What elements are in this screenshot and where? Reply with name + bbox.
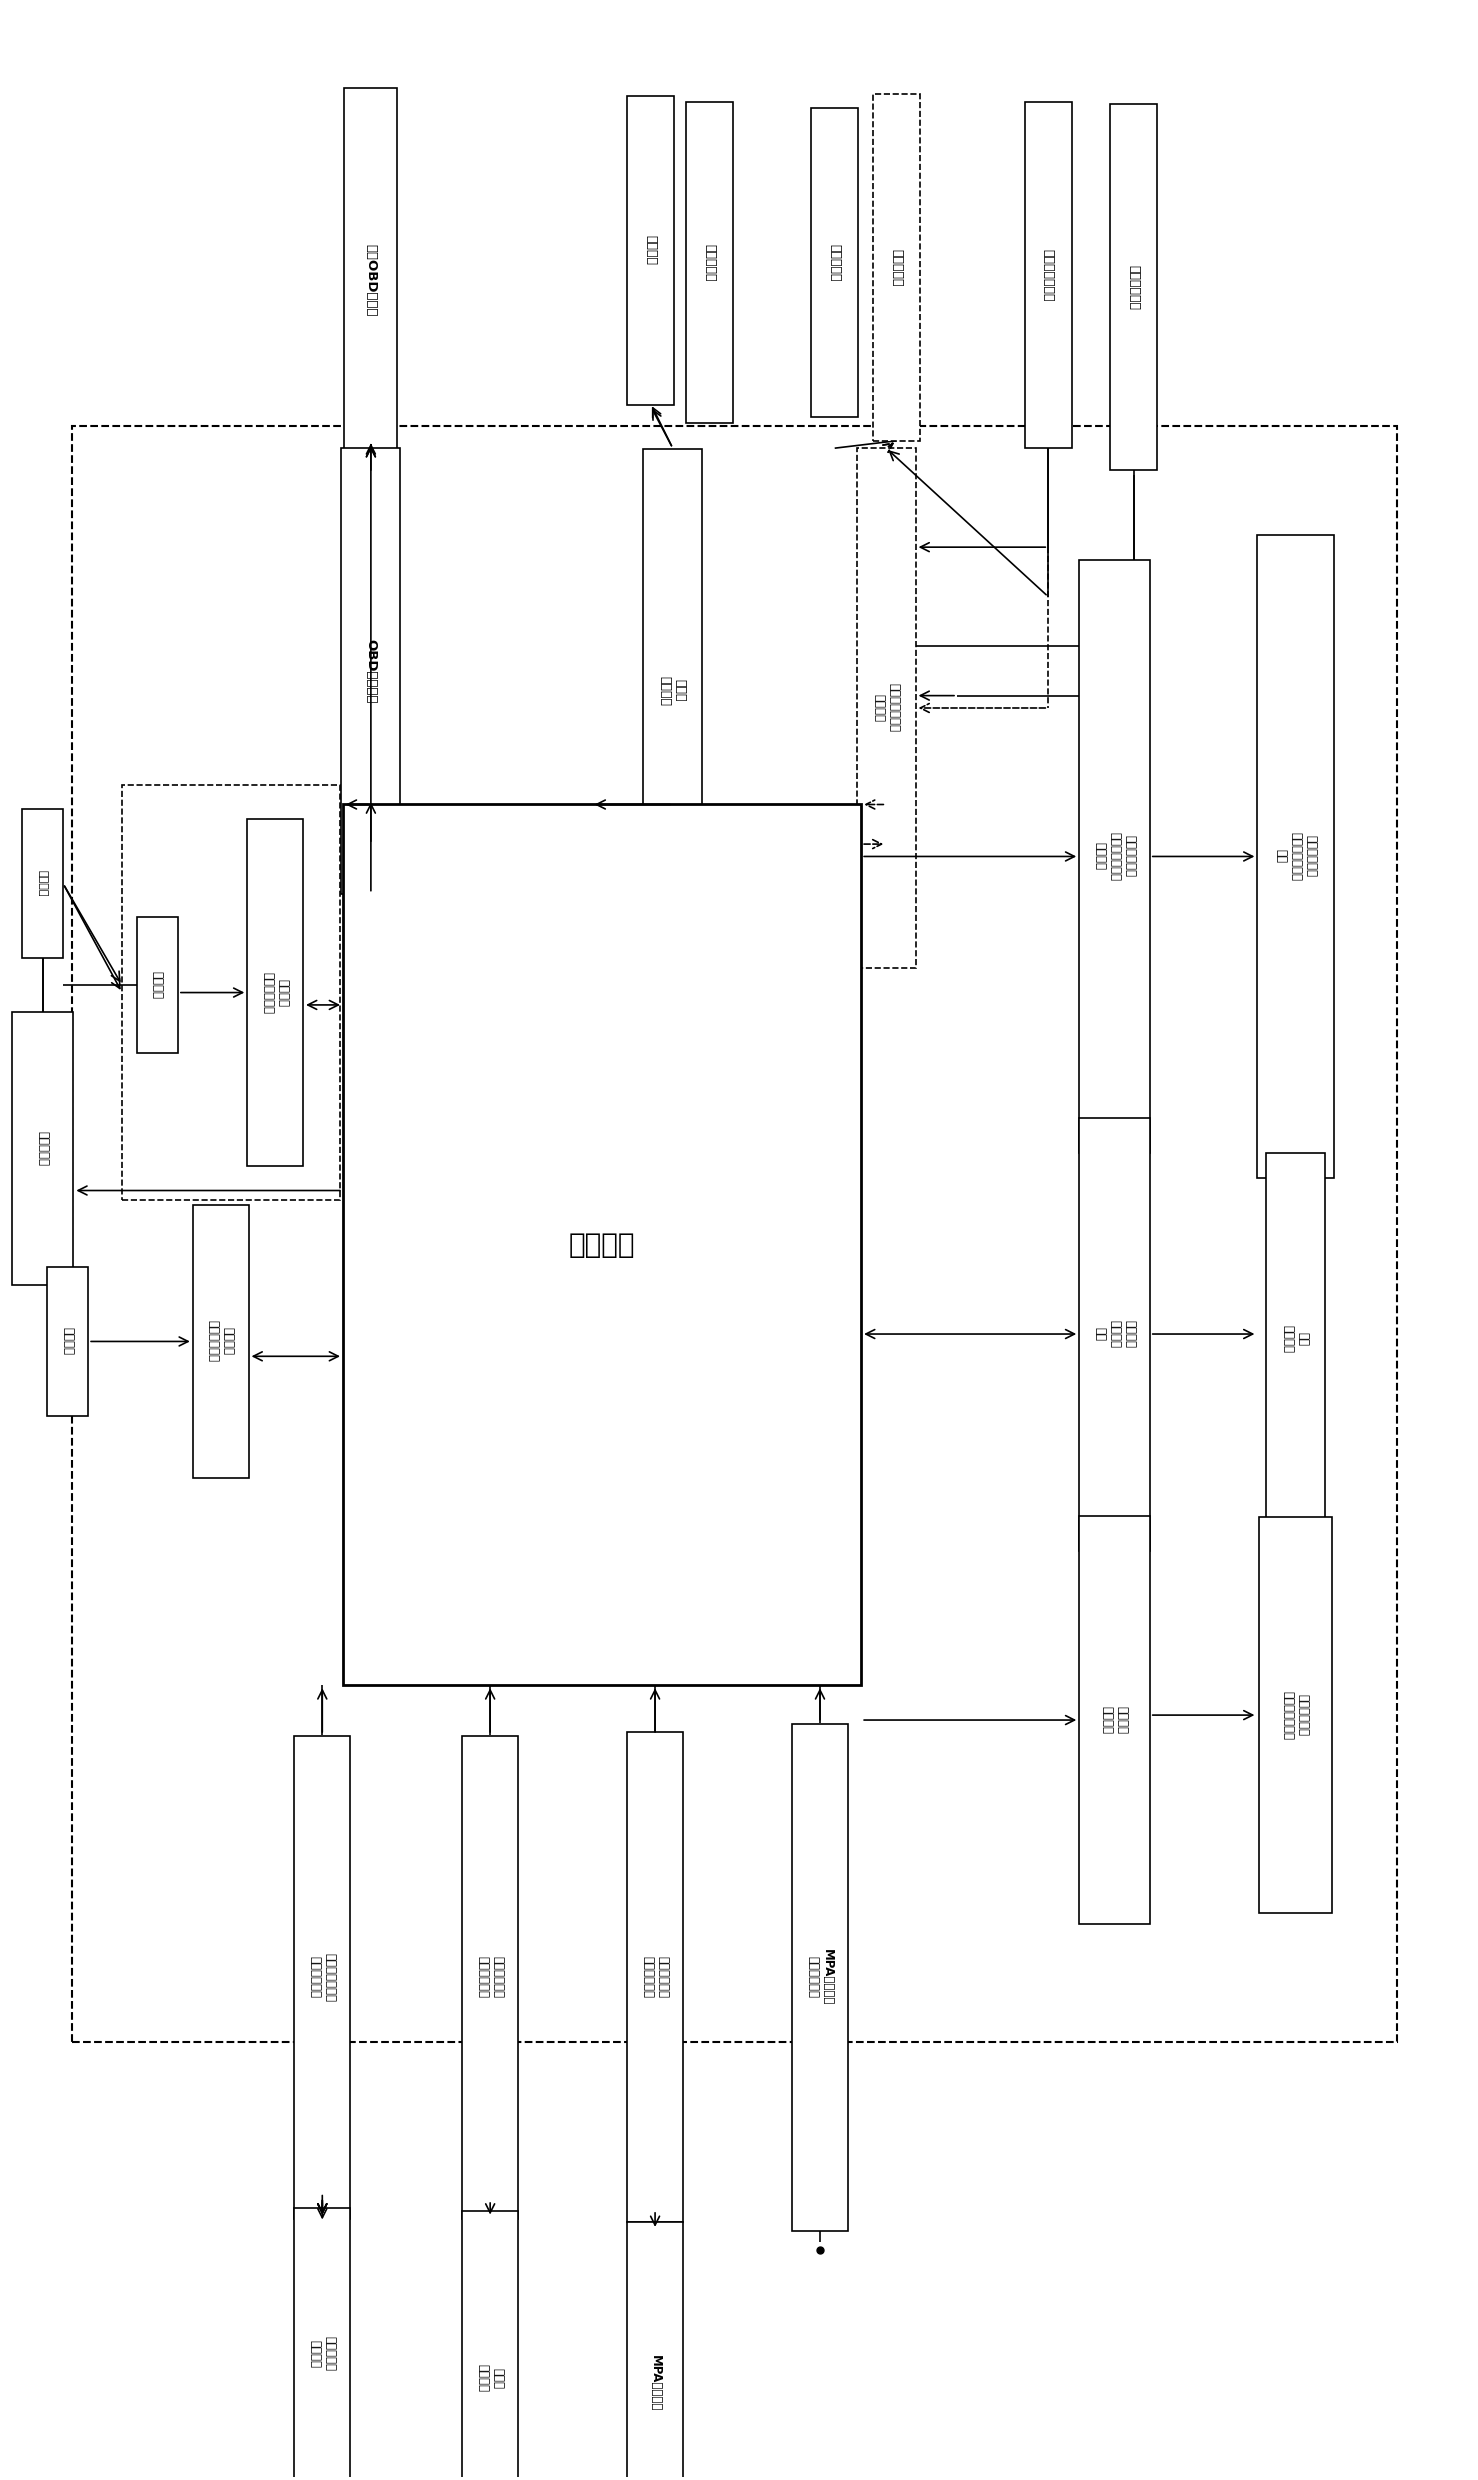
Text: 点火控制器: 点火控制器 [890,248,903,285]
Text: 燃油控制器: 燃油控制器 [35,1131,49,1166]
Text: 减压压器温
度传感器: 减压压器温 度传感器 [309,2336,337,2371]
Text: 微处理器: 微处理器 [569,1230,636,1260]
Bar [1079,560,1150,1153]
Bar [137,918,177,1054]
Bar [857,449,916,967]
Bar [627,2222,683,2480]
Text: 凸轮轴传感器: 凸轮轴传感器 [1128,265,1140,310]
Bar [294,1736,350,2220]
Bar [247,818,303,1166]
Bar [686,102,733,424]
Text: 控制燃气喷嘴
的高频电磁阀组: 控制燃气喷嘴 的高频电磁阀组 [1281,1691,1310,1738]
Bar [873,94,921,441]
Text: MPA压力信号
采样处理系统: MPA压力信号 采样处理系统 [806,1949,834,2006]
Bar [12,1012,74,1285]
Bar [1259,1518,1332,1912]
Bar [123,784,340,1200]
Text: 燃气喷射
控制系统: 燃气喷射 控制系统 [1101,1706,1129,1734]
Bar [1079,1515,1150,1924]
Bar [1079,1118,1150,1550]
Text: 氧传感器: 氧传感器 [61,1327,74,1357]
Text: 转速信号: 转速信号 [37,870,47,898]
Text: 燃气压力信号
采样处理系统: 燃气压力信号 采样处理系统 [641,1957,670,1999]
Text: 燃油控制器: 燃油控制器 [828,243,841,280]
Bar [1024,102,1072,449]
Text: OBD诊断系统: OBD诊断系统 [365,640,377,704]
Text: 点火提前角信号
控制系统: 点火提前角信号 控制系统 [872,684,900,732]
Bar [1110,104,1157,471]
Bar [643,449,702,932]
Bar [627,1734,683,2222]
Text: 减压器温度信号
采样处理系统: 减压器温度信号 采样处理系统 [309,1952,337,2001]
Bar [343,804,862,1686]
Bar [344,89,398,471]
Text: 喷油嘴
控制系统: 喷油嘴 控制系统 [659,675,687,707]
Bar [294,2207,350,2480]
Bar [1267,1153,1326,1525]
Bar [627,97,674,404]
Bar [792,1724,848,2232]
Bar [1258,536,1333,1178]
Text: 转速信号: 转速信号 [151,972,164,999]
Bar [47,1267,89,1416]
Text: 减压器电磁阀
及断流泵继电器
系统: 减压器电磁阀 及断流泵继电器 系统 [1274,831,1317,880]
Text: 原车OBD诊断器: 原车OBD诊断器 [365,243,377,315]
Bar [22,808,64,957]
Text: 燃气温度信号
采样处理系统: 燃气温度信号 采样处理系统 [476,1957,504,1999]
Text: 车轴位量传感器: 车轴位量传感器 [1042,248,1055,300]
Text: 温度压
力传感器: 温度压 力传感器 [476,2363,504,2393]
Text: 燃油质量: 燃油质量 [644,236,658,265]
Bar [341,449,401,893]
Text: 转速信号
采样处理系统: 转速信号 采样处理系统 [262,972,290,1014]
Text: 氧传感器
信号仿真系统: 氧传感器 信号仿真系统 [207,1319,235,1362]
Bar [72,427,1397,2041]
Text: 燃油控制器: 燃油控制器 [704,243,715,280]
Bar [463,1736,519,2220]
Bar [463,2212,519,2480]
Text: 减压器电磁阀
及断流泵继电器
控制系统: 减压器电磁阀 及断流泵继电器 控制系统 [1092,831,1137,880]
Text: 油气
转换开关: 油气 转换开关 [1281,1324,1310,1354]
Text: MPA压力信号: MPA压力信号 [649,2356,662,2411]
Bar [811,109,859,417]
Text: 转换开关
状态控制
系统: 转换开关 状态控制 系统 [1092,1319,1137,1349]
Bar [192,1205,248,1478]
